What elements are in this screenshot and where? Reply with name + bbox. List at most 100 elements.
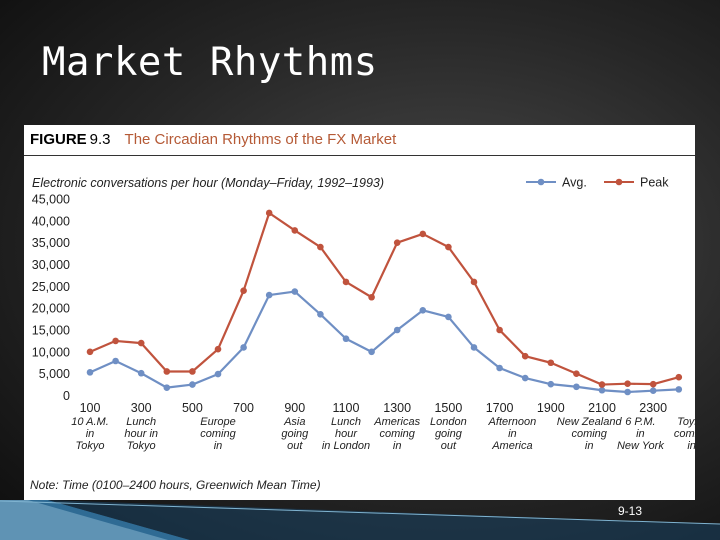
- time-annotation: Lunch: [331, 416, 361, 428]
- time-annotation: 6 P.M.: [625, 416, 655, 428]
- y-tick-label: 40,000: [32, 214, 70, 228]
- time-annotation: going: [435, 428, 463, 440]
- series-line-peak: [89, 211, 680, 386]
- x-tick-label: 1700: [486, 401, 514, 415]
- data-point-avg: [368, 348, 375, 356]
- data-point-peak: [189, 368, 196, 375]
- data-point-avg: [521, 374, 529, 382]
- data-point-peak: [163, 368, 171, 375]
- data-point-peak: [573, 370, 580, 377]
- data-point-avg: [317, 310, 324, 318]
- y-tick-label: 45,000: [32, 193, 70, 207]
- time-annotation: in: [585, 440, 594, 452]
- y-tick-label: 20,000: [32, 302, 70, 316]
- data-point-avg: [214, 370, 222, 378]
- y-tick-label: 5,000: [39, 367, 70, 381]
- data-point-avg: [189, 381, 196, 388]
- slide-title: Market Rhythms: [42, 40, 378, 85]
- data-point-avg: [342, 335, 350, 343]
- y-axis-label: Electronic conversations per hour (Monda…: [32, 176, 384, 190]
- figure-caption: The Circadian Rhythms of the FX Market: [124, 131, 397, 148]
- time-annotation: in: [214, 440, 223, 452]
- data-point-peak: [86, 348, 94, 356]
- x-tick-label: 300: [131, 401, 152, 415]
- time-annotation: coming: [571, 428, 607, 440]
- x-tick-label: 700: [233, 401, 254, 415]
- figure-divider: [24, 155, 695, 156]
- x-tick-label: 2100: [588, 401, 616, 415]
- time-annotation: Europe: [200, 416, 235, 428]
- time-annotation: in: [687, 440, 695, 452]
- figure-note: Note: Time (0100–2400 hours, Greenwich M…: [30, 478, 321, 492]
- data-point-peak: [496, 326, 503, 334]
- data-point-avg: [675, 386, 683, 393]
- data-point-peak: [342, 278, 350, 286]
- time-annotation: coming: [379, 428, 415, 440]
- data-point-avg: [265, 291, 273, 299]
- data-point-peak: [649, 380, 657, 388]
- figure-label: FIGURE: [30, 131, 87, 148]
- time-annotation: Asia: [283, 416, 305, 428]
- data-point-peak: [137, 339, 145, 347]
- data-point-peak: [240, 287, 247, 294]
- x-tick-label: 1500: [434, 401, 462, 415]
- slide-number: 9-13: [618, 504, 643, 518]
- x-tick-label: 2300: [639, 401, 667, 415]
- data-point-peak: [265, 209, 273, 217]
- data-point-avg: [573, 383, 580, 391]
- data-point-peak: [393, 239, 401, 246]
- figure-header: FIGURE 9.3 The Circadian Rhythms of the FX…: [30, 131, 396, 148]
- x-tick-label: 1900: [537, 401, 565, 415]
- time-annotation: Toyko: [677, 416, 695, 428]
- data-point-avg: [393, 326, 401, 334]
- time-annotation: in: [508, 428, 517, 440]
- time-annotation: coming: [674, 428, 695, 440]
- x-tick-label: 1100: [333, 401, 360, 415]
- data-point-peak: [470, 278, 478, 286]
- fx-chart: Electronic conversations per hour (Monda…: [30, 176, 695, 493]
- data-point-avg: [624, 388, 631, 396]
- data-point-avg: [86, 369, 94, 376]
- data-point-peak: [419, 230, 427, 238]
- data-point-peak: [445, 243, 452, 251]
- time-annotation: hour in: [124, 428, 158, 440]
- y-tick-label: 25,000: [32, 280, 70, 294]
- data-point-peak: [317, 243, 324, 251]
- data-point-avg: [496, 364, 503, 372]
- data-point-avg: [547, 380, 555, 388]
- time-annotation: Lunch: [126, 416, 156, 428]
- data-point-peak: [521, 352, 529, 360]
- data-point-avg: [112, 357, 119, 365]
- y-tick-label: 35,000: [32, 236, 70, 250]
- data-point-avg: [240, 344, 247, 351]
- footer-decoration: [0, 500, 720, 540]
- x-tick-label: 100: [80, 401, 101, 415]
- legend-label: Peak: [640, 176, 669, 190]
- y-tick-label: 15,000: [32, 324, 70, 338]
- data-point-avg: [445, 313, 452, 321]
- time-annotation: in: [86, 428, 95, 440]
- data-point-peak: [547, 359, 555, 367]
- legend-swatch-marker: [537, 178, 545, 186]
- data-point-avg: [291, 288, 299, 295]
- y-tick-label: 10,000: [32, 345, 70, 359]
- data-point-avg: [137, 369, 145, 377]
- data-point-avg: [419, 307, 427, 314]
- time-annotation: out: [287, 440, 303, 452]
- legend-label: Avg.: [562, 176, 587, 190]
- time-annotation: coming: [200, 428, 236, 440]
- series-line-avg: [89, 290, 679, 394]
- x-tick-label: 1300: [383, 401, 411, 415]
- data-point-peak: [214, 345, 222, 353]
- time-annotation: out: [441, 440, 457, 452]
- data-point-peak: [675, 373, 683, 381]
- data-point-avg: [163, 384, 171, 391]
- y-tick-label: 0: [63, 389, 70, 403]
- x-tick-label: 900: [284, 401, 305, 415]
- time-annotation: New York: [617, 440, 664, 452]
- time-annotation: going: [281, 428, 309, 440]
- time-annotation: Tokyo: [76, 440, 105, 452]
- time-annotation: in London: [322, 440, 370, 452]
- data-point-avg: [649, 387, 657, 394]
- time-annotation: hour: [335, 428, 358, 440]
